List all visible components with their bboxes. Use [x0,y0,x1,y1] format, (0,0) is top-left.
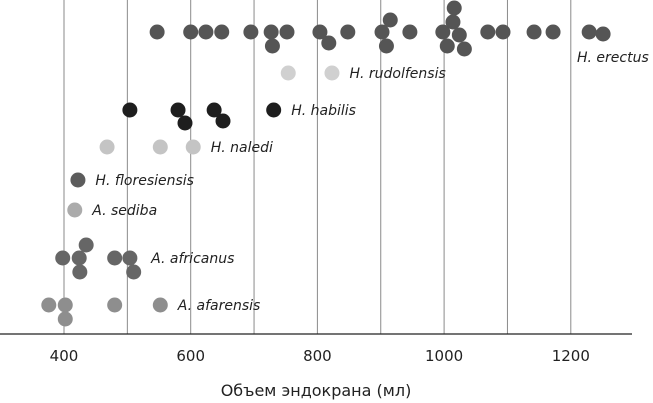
data-point [57,311,73,327]
series-label: H. naledi [211,140,273,156]
data-point [122,102,138,118]
data-point [480,24,496,40]
data-point [126,264,142,280]
data-point [545,24,561,40]
data-point [55,250,71,266]
data-point [152,139,168,155]
data-point [456,41,472,57]
data-points [41,0,611,327]
data-point [170,102,186,118]
data-point [71,250,87,266]
data-point [280,65,296,81]
x-tick-labels: 400 600 800 1000 1200 [50,347,590,365]
data-point [445,14,461,30]
data-point [446,0,462,16]
data-point [382,12,398,28]
data-point [451,27,467,43]
series-label: A. sediba [91,203,157,219]
series-labels: H. erectus H. rudolfensis H. habilis H. nal… [91,50,648,314]
data-point [78,237,94,253]
data-point [378,38,394,54]
x-axis-label: Объем эндокрана (мл) [221,381,412,400]
data-point [215,113,231,129]
series-label: A. afarensis [177,298,261,314]
data-point [57,297,73,313]
series-label: H. rudolfensis [349,66,445,82]
data-point [439,38,455,54]
data-point [324,65,340,81]
data-point [526,24,542,40]
data-point [495,24,511,40]
data-point [321,35,337,51]
data-point [122,250,138,266]
data-point [402,24,418,40]
x-tick-label: 600 [176,347,205,365]
data-point [263,24,279,40]
data-point [374,24,390,40]
data-point [107,297,123,313]
x-tick-label: 400 [50,347,79,365]
data-point [206,102,222,118]
series-label: H. floresiensis [95,173,194,189]
data-point [595,26,611,42]
data-point [41,297,57,313]
data-point [243,24,259,40]
data-point [279,24,295,40]
data-point [177,115,193,131]
data-point [107,250,123,266]
data-point [70,172,86,188]
data-point [435,24,451,40]
data-point [198,24,214,40]
x-tick-label: 1200 [552,347,590,365]
data-point [312,24,328,40]
data-point [340,24,356,40]
data-point [183,24,199,40]
series-label: H. habilis [291,103,356,119]
x-tick-label: 1000 [425,347,463,365]
data-point [99,139,115,155]
gridlines [63,0,572,334]
data-point [266,102,282,118]
series-label: H. erectus [577,50,649,66]
data-point [152,297,168,313]
data-point [185,139,201,155]
series-label: A. africanus [150,251,234,267]
data-point [214,24,230,40]
data-point [72,264,88,280]
x-tick-label: 800 [303,347,332,365]
data-point [67,202,83,218]
data-point [581,24,597,40]
data-point [149,24,165,40]
data-point [264,38,280,54]
